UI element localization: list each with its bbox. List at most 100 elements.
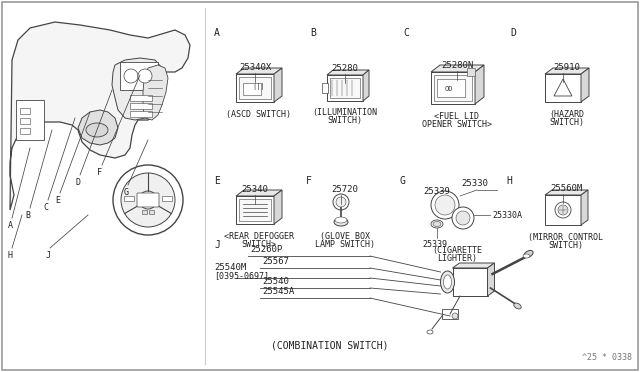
Polygon shape [545, 190, 588, 195]
Text: OD: OD [445, 86, 453, 92]
Text: C: C [403, 28, 409, 38]
Text: 25280N: 25280N [441, 61, 473, 70]
Text: E: E [56, 196, 61, 205]
Polygon shape [363, 70, 369, 101]
Bar [545, 74, 581, 102]
Text: 25330: 25330 [461, 179, 488, 188]
Polygon shape [554, 79, 572, 96]
Text: 25330A: 25330A [492, 211, 522, 219]
Text: A: A [8, 221, 13, 230]
Text: J: J [45, 251, 51, 260]
Polygon shape [112, 58, 162, 120]
Ellipse shape [444, 275, 451, 289]
Polygon shape [10, 22, 190, 210]
Text: SWITCH): SWITCH) [548, 241, 584, 250]
Text: 25280: 25280 [332, 64, 358, 73]
Circle shape [138, 69, 152, 83]
Text: ^25 * 0338: ^25 * 0338 [582, 353, 632, 362]
Text: <FUEL LID: <FUEL LID [435, 112, 479, 121]
Text: LIGHTER): LIGHTER) [437, 254, 477, 263]
Text: H: H [506, 176, 512, 186]
Polygon shape [274, 190, 282, 224]
Text: (MIRROR CONTROL: (MIRROR CONTROL [529, 233, 604, 242]
Text: 25910: 25910 [554, 63, 580, 72]
Text: 25339: 25339 [422, 240, 447, 249]
Bar [236, 196, 274, 224]
Bar [327, 75, 363, 101]
Text: G: G [400, 176, 406, 186]
Circle shape [452, 207, 474, 229]
Text: F: F [306, 176, 312, 186]
Text: OPENER SWITCH>: OPENER SWITCH> [422, 120, 492, 129]
Text: 25340X: 25340X [239, 63, 271, 72]
Ellipse shape [431, 220, 443, 228]
Bar [142, 210, 147, 214]
Bar [434, 75, 472, 101]
Polygon shape [274, 68, 282, 102]
Polygon shape [236, 68, 282, 74]
Bar [239, 77, 271, 99]
Polygon shape [581, 68, 589, 102]
Text: (GLOVE BOX: (GLOVE BOX [320, 232, 370, 241]
Circle shape [336, 197, 346, 207]
Polygon shape [581, 190, 588, 225]
Text: A: A [214, 28, 220, 38]
Ellipse shape [335, 217, 347, 223]
Bar [239, 199, 271, 221]
Text: D: D [76, 178, 81, 187]
Circle shape [139, 191, 157, 209]
Polygon shape [475, 65, 484, 104]
Text: 25340: 25340 [241, 185, 268, 194]
Polygon shape [545, 68, 589, 74]
Bar [130, 103, 152, 109]
Polygon shape [488, 263, 495, 296]
Text: SWITCH>: SWITCH> [241, 240, 276, 249]
Bar [330, 78, 360, 98]
Text: 25339: 25339 [424, 187, 451, 196]
Bar [452, 268, 488, 296]
Text: J: J [214, 240, 220, 250]
Circle shape [435, 195, 455, 215]
Bar [16, 100, 44, 140]
Text: SWITCH): SWITCH) [328, 116, 362, 125]
Text: 25567: 25567 [262, 257, 289, 266]
Circle shape [555, 202, 571, 218]
Text: |||: ||| [253, 83, 266, 90]
Text: (COMBINATION SWITCH): (COMBINATION SWITCH) [271, 340, 388, 350]
Text: 25545A: 25545A [262, 287, 294, 296]
Bar [20, 128, 30, 134]
Text: 25260P: 25260P [250, 245, 282, 254]
Text: 25540M: 25540M [214, 263, 246, 272]
Polygon shape [78, 110, 118, 145]
Text: 25560M: 25560M [550, 184, 582, 193]
Ellipse shape [440, 271, 454, 293]
Text: G: G [124, 188, 129, 197]
Circle shape [124, 69, 138, 83]
Circle shape [558, 205, 568, 215]
Text: (CIGARETTE: (CIGARETTE [432, 246, 482, 255]
Text: 25720: 25720 [332, 185, 358, 194]
Circle shape [452, 313, 458, 319]
Text: LAMP SWITCH): LAMP SWITCH) [315, 240, 375, 249]
Bar [20, 118, 30, 124]
Circle shape [431, 191, 459, 219]
Bar [124, 196, 134, 201]
Text: H: H [8, 251, 13, 260]
Polygon shape [327, 70, 369, 75]
Text: B: B [310, 28, 316, 38]
Ellipse shape [514, 303, 521, 309]
Ellipse shape [334, 218, 348, 226]
Text: B: B [26, 211, 31, 220]
Circle shape [121, 173, 175, 227]
Text: [0395-0697]: [0395-0697] [214, 271, 269, 280]
Ellipse shape [86, 123, 108, 137]
Bar [20, 108, 30, 114]
Bar [467, 68, 475, 76]
Ellipse shape [523, 254, 530, 258]
Text: (ASCD SWITCH): (ASCD SWITCH) [227, 110, 291, 119]
Text: <REAR DEFOGGER: <REAR DEFOGGER [224, 232, 294, 241]
Text: 25540: 25540 [262, 277, 289, 286]
Ellipse shape [427, 330, 433, 334]
Ellipse shape [524, 250, 533, 257]
Bar [120, 62, 158, 90]
